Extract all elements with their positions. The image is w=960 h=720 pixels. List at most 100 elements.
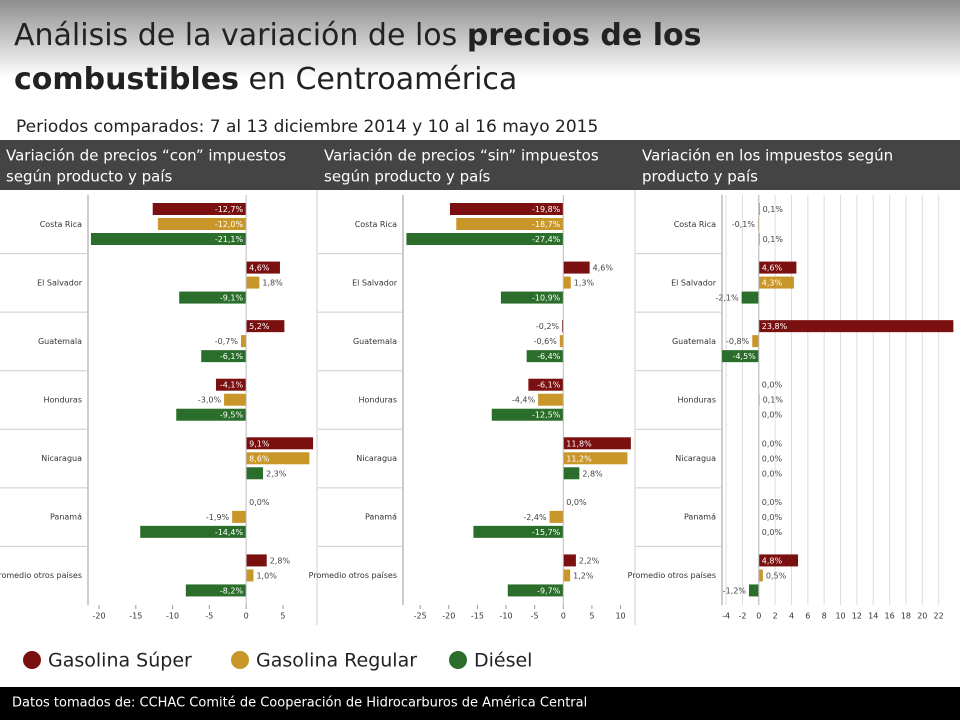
value-label: -14,4% <box>215 528 244 537</box>
value-label: -0,7% <box>215 337 239 346</box>
x-tick-label: 14 <box>868 612 878 621</box>
value-label: 0,0% <box>249 498 270 507</box>
bar <box>758 554 799 567</box>
value-label: 0,1% <box>763 205 784 214</box>
bar <box>528 378 564 391</box>
category-label: El Salvador <box>352 278 398 287</box>
value-label: 0,0% <box>762 411 783 420</box>
value-label: 0,0% <box>762 498 783 507</box>
x-tick-label: 5 <box>280 612 285 621</box>
value-label: 9,1% <box>249 439 270 448</box>
bar <box>90 233 247 245</box>
value-label: -12,7% <box>215 205 244 214</box>
value-label: -6,4% <box>537 352 561 361</box>
bar <box>758 320 954 333</box>
value-label: 4,6% <box>593 264 614 273</box>
bar <box>152 203 247 215</box>
x-tick-label: -2 <box>738 612 746 621</box>
bar <box>246 467 264 480</box>
legend-label: Diésel <box>474 650 532 672</box>
bar <box>246 554 267 567</box>
value-label: -19,8% <box>532 205 561 214</box>
bar <box>526 350 564 363</box>
x-tick-label: 2 <box>773 612 778 621</box>
x-tick-label: 10 <box>835 612 845 621</box>
bar <box>563 437 631 450</box>
value-label: 0,0% <box>566 498 587 507</box>
value-label: 1,0% <box>256 571 277 580</box>
bar <box>748 584 759 597</box>
x-tick-label: 12 <box>852 612 862 621</box>
chart-title: según producto y país <box>324 168 491 186</box>
x-tick-label: -10 <box>500 612 513 621</box>
category-label: Costa Rica <box>355 220 397 229</box>
value-label: -21,1% <box>215 235 244 244</box>
value-label: -4,1% <box>220 381 244 390</box>
value-label: 2,8% <box>582 469 603 478</box>
bar <box>500 291 564 304</box>
x-tick-label: 20 <box>917 612 927 621</box>
title-part: combustibles <box>14 62 239 97</box>
chart-area <box>0 190 960 625</box>
category-label: Panamá <box>50 513 82 522</box>
legend-swatch <box>231 651 249 669</box>
bar <box>563 569 571 582</box>
value-label: -8,2% <box>220 586 244 595</box>
bar <box>246 276 260 289</box>
value-label: 1,8% <box>262 279 283 288</box>
value-label: 2,2% <box>579 556 600 565</box>
value-label: 0,0% <box>762 469 783 478</box>
x-tick-label: -5 <box>205 612 213 621</box>
value-label: 0,0% <box>762 439 783 448</box>
category-label: El Salvador <box>37 278 83 287</box>
value-label: 4,6% <box>762 264 783 273</box>
x-tick-label: 10 <box>615 612 625 621</box>
bar <box>157 218 247 230</box>
bar <box>246 261 280 274</box>
category-label: Promedio otros países <box>628 571 716 580</box>
bar <box>246 320 285 333</box>
title-part: en Centroamérica <box>239 62 517 97</box>
category-label: Guatemala <box>353 337 397 346</box>
bar <box>140 525 247 538</box>
legend-swatch <box>449 651 467 669</box>
bar <box>215 378 247 391</box>
x-tick-label: -20 <box>442 612 455 621</box>
value-label: 1,2% <box>573 571 594 580</box>
x-tick-label: 0 <box>756 612 761 621</box>
category-label: El Salvador <box>671 278 717 287</box>
header-background <box>0 0 960 140</box>
bar <box>449 203 564 215</box>
value-label: 0,0% <box>762 381 783 390</box>
category-label: Panamá <box>684 513 716 522</box>
value-label: -15,7% <box>532 528 561 537</box>
x-tick-label: -15 <box>129 612 142 621</box>
category-label: Honduras <box>678 396 717 405</box>
bar <box>473 525 564 538</box>
value-label: -1,2% <box>723 586 747 595</box>
bar <box>232 510 247 523</box>
bar <box>456 218 564 230</box>
legend-label: Gasolina Súper <box>48 650 192 672</box>
bar <box>549 510 564 523</box>
category-label: Nicaragua <box>675 454 716 463</box>
value-label: 4,3% <box>762 279 783 288</box>
value-label: 4,8% <box>762 556 783 565</box>
bar <box>185 584 247 597</box>
bar <box>201 350 247 363</box>
category-label: Costa Rica <box>674 220 716 229</box>
value-label: 8,6% <box>249 454 270 463</box>
value-label: -9,7% <box>537 586 561 595</box>
bar <box>559 335 564 348</box>
x-tick-label: 5 <box>589 612 594 621</box>
x-tick-label: 8 <box>822 612 827 621</box>
bar <box>246 569 254 582</box>
x-tick-label: 4 <box>789 612 794 621</box>
x-tick-label: 18 <box>901 612 911 621</box>
value-label: -6,1% <box>537 381 561 390</box>
value-label: -0,1% <box>732 220 756 229</box>
x-tick-label: 0 <box>561 612 566 621</box>
bar <box>507 584 564 597</box>
value-label: -3,0% <box>198 396 222 405</box>
